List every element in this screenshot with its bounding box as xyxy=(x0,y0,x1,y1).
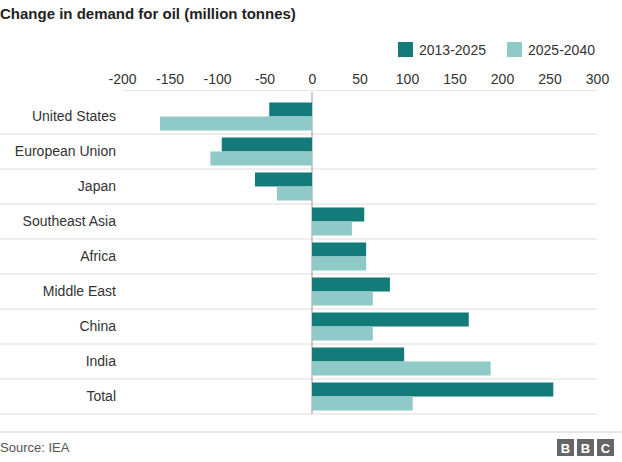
x-tick-label: 300 xyxy=(586,71,610,87)
x-tick: 250 xyxy=(538,71,562,90)
logo-box xyxy=(577,439,594,456)
legend-label: 2025-2040 xyxy=(528,42,595,58)
y-tick-label: Africa xyxy=(80,248,116,264)
x-tick: 50 xyxy=(352,71,368,90)
y-tick: Africa xyxy=(80,248,122,264)
x-tick: -100 xyxy=(203,71,231,90)
x-tick-label: -150 xyxy=(156,71,184,87)
bar-series xyxy=(222,103,554,397)
y-tick: Southeast Asia xyxy=(23,213,122,229)
row-separator xyxy=(0,379,597,380)
x-tick-label: 250 xyxy=(538,71,562,87)
y-tick: China xyxy=(79,318,122,334)
x-tick-label: -100 xyxy=(203,71,231,87)
y-tick-label: China xyxy=(79,318,116,334)
bar xyxy=(312,243,366,257)
y-tick-label: Japan xyxy=(78,178,116,194)
logo-box xyxy=(557,439,574,456)
row-separator xyxy=(0,134,597,135)
logo-text: BBC xyxy=(561,441,611,456)
y-tick-label: European Union xyxy=(15,143,116,159)
row-separator xyxy=(0,274,597,275)
y-tick-label: Total xyxy=(86,388,116,404)
y-tick: United States xyxy=(32,108,122,124)
x-tick: -150 xyxy=(156,71,184,90)
x-tick: 100 xyxy=(396,71,420,90)
row-separator xyxy=(0,169,597,170)
legend-swatch xyxy=(507,42,522,57)
bar xyxy=(160,117,312,131)
title: Change in demand for oil (million tonnes… xyxy=(0,5,296,22)
x-tick: 300 xyxy=(586,71,610,90)
bar xyxy=(277,187,312,201)
x-tick-label: 50 xyxy=(352,71,368,87)
logo-box xyxy=(597,439,614,456)
source: Source: IEA xyxy=(0,440,70,455)
x-tick: -200 xyxy=(108,71,136,90)
bar xyxy=(312,313,469,327)
y-tick: Total xyxy=(86,388,122,404)
row-separator xyxy=(0,344,597,345)
bar xyxy=(312,327,373,341)
bar xyxy=(269,103,312,117)
y-tick: Japan xyxy=(78,178,122,194)
x-tick: 0 xyxy=(309,71,317,90)
y-axis: United States European Union Japan Southeas… xyxy=(15,108,122,404)
y-tick-label: Southeast Asia xyxy=(23,213,117,229)
row-separator xyxy=(0,239,597,240)
legend: 2013-2025 2025-2040 xyxy=(398,42,595,58)
x-tick: 150 xyxy=(443,71,467,90)
x-tick: -50 xyxy=(255,71,275,90)
y-tick: Middle East xyxy=(43,283,122,299)
bars xyxy=(160,103,553,411)
bar xyxy=(222,138,312,152)
bar xyxy=(312,348,404,362)
row-separator xyxy=(0,414,597,415)
legend-label: 2013-2025 xyxy=(419,42,486,58)
x-tick-label: 100 xyxy=(396,71,420,87)
x-tick: 200 xyxy=(491,71,515,90)
bar xyxy=(210,152,312,166)
bar xyxy=(312,257,366,271)
legend-swatch xyxy=(398,42,413,57)
y-tick-label: Middle East xyxy=(43,283,116,299)
bar xyxy=(312,397,413,411)
y-tick-label: India xyxy=(86,353,117,369)
bar xyxy=(312,292,373,306)
x-tick-label: 0 xyxy=(309,71,317,87)
bar-series xyxy=(160,117,491,411)
bar xyxy=(312,222,352,236)
row-separator xyxy=(0,204,597,205)
x-axis: -200 -150 -100 -50 0 50 100 150 200 250 300 xyxy=(108,71,609,91)
bar xyxy=(312,383,553,397)
x-tick-label: 200 xyxy=(491,71,515,87)
logo: BBC xyxy=(557,439,614,456)
bar xyxy=(312,362,491,376)
bar xyxy=(312,208,364,222)
x-tick-label: 150 xyxy=(443,71,467,87)
x-tick-label: -50 xyxy=(255,71,275,87)
y-tick-label: United States xyxy=(32,108,116,124)
y-tick: European Union xyxy=(15,143,122,159)
footer-line xyxy=(0,432,622,433)
row-separator xyxy=(0,309,597,310)
chart: Change in demand for oil (million tonnes… xyxy=(0,0,622,462)
bar xyxy=(255,173,312,187)
x-tick-label: -200 xyxy=(108,71,136,87)
y-tick: India xyxy=(86,353,122,369)
x-axis-line xyxy=(123,90,598,91)
row-separators xyxy=(0,134,597,414)
bar xyxy=(312,278,390,292)
